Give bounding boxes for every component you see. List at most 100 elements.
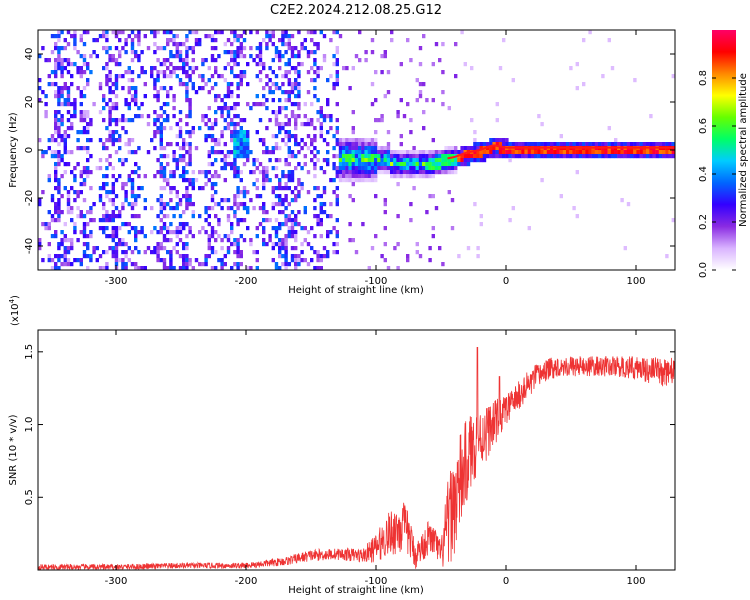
heatmap-cell xyxy=(246,62,250,67)
heatmap-cell xyxy=(316,194,320,199)
heatmap-cell xyxy=(130,98,135,103)
heatmap-cell xyxy=(153,134,157,139)
heatmap-cell xyxy=(73,230,77,235)
heatmap-cell xyxy=(169,186,173,191)
heatmap-cell xyxy=(73,42,77,47)
heatmap-cell xyxy=(162,214,167,219)
heatmap-cell xyxy=(207,154,211,159)
heatmap-cell xyxy=(114,74,119,79)
heatmap-cell xyxy=(262,166,266,171)
heatmap-cell xyxy=(258,206,263,211)
heatmap-cell xyxy=(265,210,269,215)
heatmap-cell xyxy=(178,214,183,219)
heatmap-cell xyxy=(444,146,448,151)
heatmap-cell xyxy=(236,194,240,199)
heatmap-cell xyxy=(242,146,247,151)
heatmap-cell xyxy=(220,30,224,35)
heatmap-cell xyxy=(319,106,323,111)
heatmap-cell xyxy=(351,174,355,179)
heatmap-cell xyxy=(207,170,211,175)
heatmap-cell xyxy=(374,170,378,175)
heatmap-cell xyxy=(86,242,90,247)
heatmap-cell xyxy=(322,254,327,259)
heatmap-cell xyxy=(351,130,355,135)
heatmap-cell xyxy=(287,162,291,167)
heatmap-cell xyxy=(316,254,320,259)
heatmap-cell xyxy=(102,218,106,223)
heatmap-cell xyxy=(236,166,240,171)
heatmap-cell xyxy=(204,254,208,259)
heatmap-cell xyxy=(236,122,240,127)
heatmap-cell xyxy=(111,234,115,239)
heatmap-cell xyxy=(294,118,298,123)
heatmap-cell xyxy=(214,182,218,187)
heatmap-cell xyxy=(182,222,186,227)
heatmap-cell xyxy=(441,150,445,155)
heatmap-cell xyxy=(300,250,304,255)
heatmap-cell xyxy=(236,94,240,99)
heatmap-cell xyxy=(159,170,163,175)
heatmap-cell xyxy=(258,222,263,227)
heatmap-cell xyxy=(319,218,323,223)
heatmap-cell xyxy=(127,106,131,111)
heatmap-cell xyxy=(671,218,675,223)
heatmap-cell xyxy=(335,58,339,63)
heatmap-cell xyxy=(114,226,119,231)
heatmap-cell xyxy=(377,118,381,123)
heatmap-cell xyxy=(175,190,179,195)
heatmap-cell xyxy=(287,62,291,67)
heatmap-cell xyxy=(239,250,243,255)
heatmap-cell xyxy=(300,62,304,67)
heatmap-cell xyxy=(60,90,64,95)
heatmap-cell xyxy=(79,170,83,175)
heatmap-cell xyxy=(303,206,307,211)
heatmap-cell xyxy=(662,142,666,147)
heatmap-cell xyxy=(422,34,426,39)
heatmap-cell xyxy=(335,250,339,255)
heatmap-cell xyxy=(111,102,115,107)
heatmap-cell xyxy=(374,162,378,167)
heatmap-cell xyxy=(226,234,231,239)
heatmap-cell xyxy=(662,150,666,155)
heatmap-cell xyxy=(233,74,237,79)
heatmap-cell xyxy=(217,74,221,79)
heatmap-cell xyxy=(166,142,170,147)
heatmap-cell xyxy=(178,126,183,131)
heatmap-cell xyxy=(86,158,90,163)
heatmap-cell xyxy=(114,122,119,127)
heatmap-cell xyxy=(460,162,464,167)
heatmap-cell xyxy=(300,242,304,247)
heatmap-cell xyxy=(242,142,247,147)
heatmap-cell xyxy=(278,254,282,259)
snr-panel: -300 -200 -100 0 100 0.51.01.5 Height of str… xyxy=(8,295,676,596)
heatmap-cell xyxy=(54,170,58,175)
heatmap-cell xyxy=(210,58,215,63)
heatmap-cell xyxy=(66,150,71,155)
heatmap-cell xyxy=(271,202,275,207)
heatmap-cell xyxy=(380,146,384,151)
heatmap-cell xyxy=(278,186,282,191)
heatmap-cell xyxy=(508,158,512,163)
heatmap-cell xyxy=(476,146,480,151)
heatmap-cell xyxy=(390,38,394,43)
heatmap-cell xyxy=(150,70,154,75)
heatmap-cell xyxy=(329,114,333,119)
heatmap-cell xyxy=(130,214,135,219)
heatmap-cell xyxy=(342,158,346,163)
heatmap-cell xyxy=(82,86,87,91)
heatmap-cell xyxy=(111,166,115,171)
heatmap-cell xyxy=(172,206,176,211)
heatmap-cell xyxy=(220,246,224,251)
heatmap-cell xyxy=(332,82,336,87)
heatmap-cell xyxy=(310,38,314,43)
heatmap-cell xyxy=(134,170,138,175)
heatmap-cell xyxy=(351,66,355,71)
heatmap-cell xyxy=(207,222,211,227)
heatmap-cell xyxy=(313,154,317,159)
heatmap-cell xyxy=(98,198,103,203)
heatmap-cell xyxy=(415,250,419,255)
heatmap-cell xyxy=(111,182,115,187)
heatmap-cell xyxy=(204,230,208,235)
heatmap-cell xyxy=(255,30,259,35)
heatmap-cell xyxy=(268,34,272,39)
